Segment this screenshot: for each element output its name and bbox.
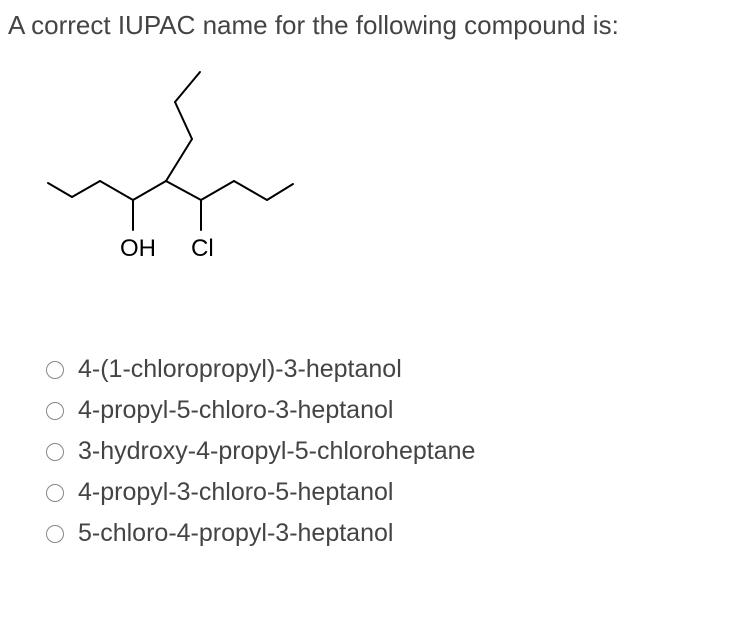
radio-icon[interactable] (46, 402, 64, 420)
option-label: 4-propyl-5-chloro-3-heptanol (78, 396, 393, 425)
radio-icon[interactable] (46, 525, 64, 543)
radio-icon[interactable] (46, 484, 64, 502)
radio-icon[interactable] (46, 443, 64, 461)
options-list: 4-(1-chloropropyl)-3-heptanol 4-propyl-5… (0, 297, 756, 548)
molecule-structure: OH Cl (0, 57, 756, 297)
option-label: 3-hydroxy-4-propyl-5-chloroheptane (78, 437, 475, 466)
cl-label: Cl (191, 235, 214, 263)
option-label: 4-(1-chloropropyl)-3-heptanol (78, 355, 402, 384)
option-row[interactable]: 5-chloro-4-propyl-3-heptanol (46, 519, 756, 548)
radio-icon[interactable] (46, 361, 64, 379)
option-row[interactable]: 4-propyl-3-chloro-5-heptanol (46, 478, 756, 507)
option-row[interactable]: 3-hydroxy-4-propyl-5-chloroheptane (46, 437, 756, 466)
option-label: 5-chloro-4-propyl-3-heptanol (78, 519, 393, 548)
question-text: A correct IUPAC name for the following c… (0, 0, 756, 57)
option-row[interactable]: 4-propyl-5-chloro-3-heptanol (46, 396, 756, 425)
option-row[interactable]: 4-(1-chloropropyl)-3-heptanol (46, 355, 756, 384)
bond-svg (40, 67, 320, 267)
molecule-drawing: OH Cl (40, 67, 380, 267)
option-label: 4-propyl-3-chloro-5-heptanol (78, 478, 393, 507)
oh-label: OH (120, 235, 156, 263)
